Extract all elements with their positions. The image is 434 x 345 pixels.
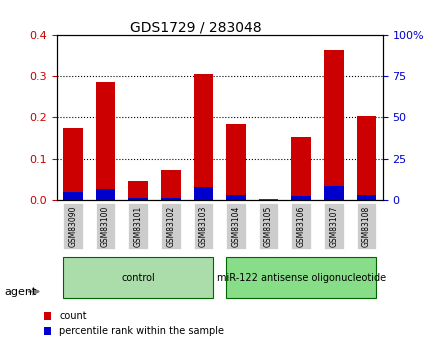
- Text: agent: agent: [4, 287, 36, 296]
- Text: GDS1729 / 283048: GDS1729 / 283048: [130, 21, 261, 35]
- Bar: [161, 198, 180, 200]
- Bar: [291, 137, 310, 200]
- Text: GSM83090: GSM83090: [68, 205, 77, 247]
- FancyBboxPatch shape: [63, 257, 213, 298]
- Text: GSM83105: GSM83105: [263, 205, 273, 247]
- FancyBboxPatch shape: [291, 203, 310, 249]
- Bar: [63, 193, 82, 200]
- FancyBboxPatch shape: [356, 203, 375, 249]
- Bar: [63, 128, 82, 200]
- Text: GSM83106: GSM83106: [296, 205, 305, 247]
- Bar: [258, 199, 278, 200]
- Bar: [323, 186, 343, 200]
- FancyBboxPatch shape: [226, 257, 375, 298]
- Bar: [323, 50, 343, 200]
- Text: GSM83101: GSM83101: [133, 205, 142, 247]
- FancyBboxPatch shape: [63, 203, 82, 249]
- Legend: count, percentile rank within the sample: count, percentile rank within the sample: [39, 307, 227, 340]
- FancyBboxPatch shape: [161, 203, 180, 249]
- Bar: [95, 82, 115, 200]
- Text: control: control: [121, 273, 155, 283]
- Bar: [356, 116, 375, 200]
- Bar: [291, 196, 310, 200]
- Text: GSM83100: GSM83100: [101, 205, 110, 247]
- FancyBboxPatch shape: [323, 203, 343, 249]
- Text: GSM83108: GSM83108: [361, 205, 370, 247]
- Bar: [128, 198, 148, 200]
- FancyBboxPatch shape: [128, 203, 148, 249]
- FancyBboxPatch shape: [193, 203, 213, 249]
- Bar: [161, 170, 180, 200]
- Bar: [226, 124, 245, 200]
- Text: GSM83103: GSM83103: [198, 205, 207, 247]
- Text: GSM83102: GSM83102: [166, 205, 175, 247]
- Bar: [193, 74, 213, 200]
- FancyBboxPatch shape: [95, 203, 115, 249]
- FancyBboxPatch shape: [258, 203, 278, 249]
- FancyBboxPatch shape: [226, 203, 245, 249]
- Bar: [226, 195, 245, 200]
- Bar: [95, 189, 115, 200]
- Bar: [193, 187, 213, 200]
- Bar: [128, 181, 148, 200]
- Text: GSM83107: GSM83107: [329, 205, 338, 247]
- Text: GSM83104: GSM83104: [231, 205, 240, 247]
- Text: miR-122 antisense oligonucleotide: miR-122 antisense oligonucleotide: [216, 273, 385, 283]
- Bar: [356, 195, 375, 200]
